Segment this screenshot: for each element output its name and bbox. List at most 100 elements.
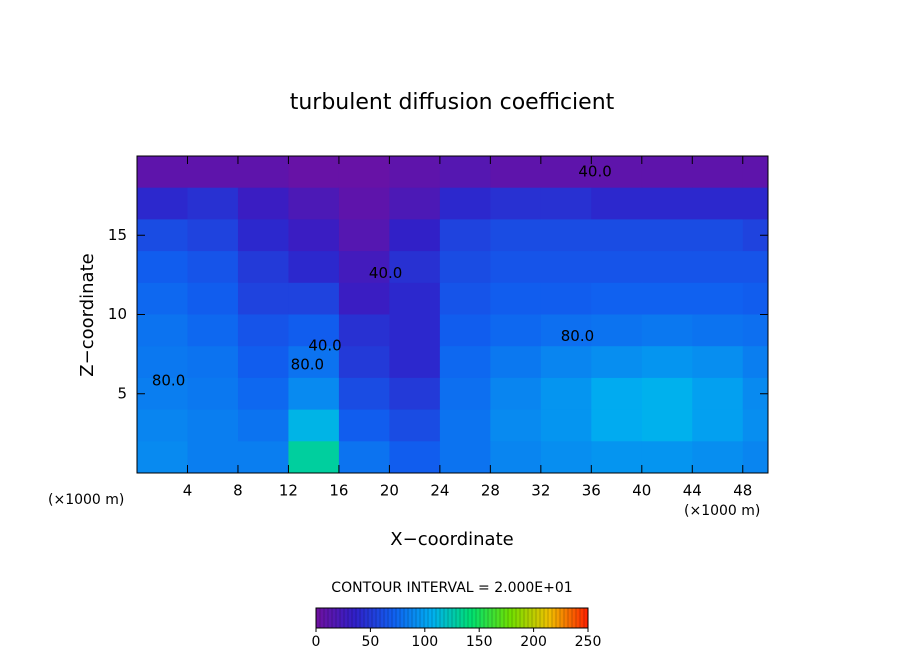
colorbar-tick-label: 250 bbox=[575, 634, 602, 650]
contour-label: 80.0 bbox=[291, 356, 324, 374]
field-cell bbox=[288, 251, 340, 284]
field-cell bbox=[338, 156, 390, 189]
field-cell bbox=[187, 314, 239, 347]
field-cell bbox=[288, 187, 340, 220]
field-cell bbox=[540, 219, 592, 252]
field-cell bbox=[137, 409, 188, 442]
field-cell bbox=[389, 251, 441, 284]
field-cell bbox=[187, 187, 239, 220]
x-unit-label: (×1000 m) bbox=[48, 492, 124, 508]
field-cell bbox=[540, 441, 592, 473]
field-cell bbox=[237, 346, 289, 379]
x-tick-label: 16 bbox=[329, 482, 348, 500]
field-cell bbox=[389, 346, 441, 379]
field-cell bbox=[742, 409, 768, 442]
x-axis-label: X−coordinate bbox=[390, 529, 513, 550]
x-unit-label: (×1000 m) bbox=[684, 503, 760, 519]
field-cell bbox=[692, 282, 744, 315]
field-cell bbox=[338, 409, 390, 442]
field-cell bbox=[288, 409, 340, 442]
field-cell bbox=[187, 377, 239, 411]
field-cell bbox=[591, 346, 643, 379]
field-cell bbox=[237, 314, 289, 347]
field-cell bbox=[439, 409, 491, 442]
field-cell bbox=[137, 441, 188, 473]
field-cell bbox=[338, 441, 390, 473]
field-cell bbox=[237, 251, 289, 284]
field-cell bbox=[288, 219, 340, 252]
x-tick-label: 24 bbox=[430, 482, 449, 500]
field-cell bbox=[288, 346, 340, 379]
x-tick-label: 12 bbox=[279, 482, 298, 500]
field-cell bbox=[439, 314, 491, 347]
field-cell bbox=[742, 251, 768, 284]
field-cell bbox=[389, 219, 441, 252]
field-cell bbox=[742, 282, 768, 315]
field-cell bbox=[540, 156, 592, 189]
y-tick-label: 10 bbox=[108, 305, 127, 323]
field-cell bbox=[439, 187, 491, 220]
field-cell bbox=[490, 156, 542, 189]
field-cell bbox=[439, 346, 491, 379]
field-cell bbox=[641, 282, 693, 315]
field-cell bbox=[540, 282, 592, 315]
colorbar-tick-label: 100 bbox=[411, 634, 438, 650]
field-cell bbox=[591, 441, 643, 473]
field-cell bbox=[540, 346, 592, 379]
colorbar-tick-label: 0 bbox=[312, 634, 321, 650]
field-cell bbox=[187, 282, 239, 315]
chart-title: turbulent diffusion coefficient bbox=[290, 90, 615, 115]
field-cell bbox=[591, 156, 643, 189]
field-cell bbox=[692, 441, 744, 473]
field-cell bbox=[641, 409, 693, 442]
field-cell bbox=[742, 187, 768, 220]
field-cell bbox=[540, 377, 592, 411]
field-cell bbox=[490, 441, 542, 473]
field-cell bbox=[641, 187, 693, 220]
field-cell bbox=[742, 314, 768, 347]
field-cell bbox=[490, 282, 542, 315]
field-cell bbox=[490, 251, 542, 284]
x-tick-label: 48 bbox=[733, 482, 752, 500]
field-cell bbox=[137, 314, 188, 347]
field-cell bbox=[692, 409, 744, 442]
x-tick-label: 32 bbox=[531, 482, 550, 500]
field-cell bbox=[137, 346, 188, 379]
field-cell bbox=[692, 314, 744, 347]
field-cell bbox=[338, 251, 390, 284]
field-cell bbox=[137, 187, 188, 220]
field-cell bbox=[187, 441, 239, 473]
field-cell bbox=[591, 187, 643, 220]
colorbar-tick-label: 50 bbox=[361, 634, 379, 650]
field-cell bbox=[187, 346, 239, 379]
field-cell bbox=[237, 377, 289, 411]
contour-label: 80.0 bbox=[561, 327, 594, 345]
field-cell bbox=[439, 156, 491, 189]
colorbar-tick-label: 200 bbox=[520, 634, 547, 650]
field-cell bbox=[591, 219, 643, 252]
field-cell bbox=[389, 441, 441, 473]
field-cell bbox=[338, 346, 390, 379]
contour-label: 40.0 bbox=[369, 264, 402, 282]
field-cell bbox=[692, 219, 744, 252]
field-cell bbox=[591, 251, 643, 284]
field-cell bbox=[591, 282, 643, 315]
field-cell bbox=[237, 441, 289, 473]
field-cell bbox=[187, 251, 239, 284]
field-cell bbox=[288, 314, 340, 347]
field-cell bbox=[288, 156, 340, 189]
field-cell bbox=[439, 282, 491, 315]
field-cell bbox=[540, 251, 592, 284]
field-cell bbox=[490, 314, 542, 347]
field-cell bbox=[237, 409, 289, 442]
contour-label: 80.0 bbox=[152, 372, 185, 390]
field-cell bbox=[288, 282, 340, 315]
field-cell bbox=[591, 409, 643, 442]
field-cell bbox=[540, 187, 592, 220]
field-cell bbox=[439, 219, 491, 252]
field-cell bbox=[338, 377, 390, 411]
field-cell bbox=[389, 187, 441, 220]
field-cell bbox=[641, 314, 693, 347]
field-cell bbox=[389, 377, 441, 411]
